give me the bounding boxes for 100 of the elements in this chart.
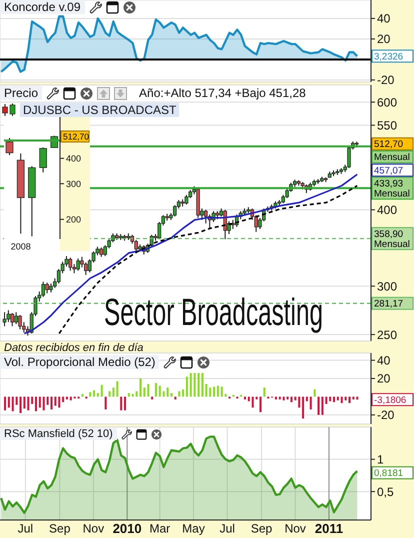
bar — [100, 384, 103, 397]
y-tick-label: 550 — [377, 118, 398, 132]
bar — [352, 396, 354, 400]
x-tick-label: May — [182, 522, 205, 536]
bar — [205, 384, 208, 397]
candlestick — [76, 258, 80, 272]
annotation: 512,70 — [374, 139, 404, 150]
bar — [8, 396, 10, 408]
candlestick — [10, 312, 14, 327]
candlestick — [100, 247, 104, 258]
ref-line-label: 281,17 — [374, 298, 404, 310]
bar — [58, 396, 60, 408]
bar — [70, 396, 72, 400]
bar — [143, 388, 146, 397]
x-tick-label: Mar — [149, 522, 170, 536]
bar — [302, 396, 304, 419]
annotation: 457,07 — [374, 165, 404, 176]
annotation: -3,1806 — [374, 394, 406, 406]
bar — [96, 393, 99, 397]
candlestick — [41, 281, 46, 298]
chart-title: Precio — [0, 86, 42, 100]
bar — [38, 396, 41, 408]
bar — [201, 373, 204, 397]
bar — [306, 396, 308, 402]
bar — [151, 396, 154, 400]
ref-line-label: 358,90 Mensual — [374, 228, 410, 250]
bar — [318, 396, 320, 415]
bar — [112, 388, 114, 397]
bar — [336, 396, 339, 400]
y-tick-label: 0,5 — [377, 484, 394, 499]
bar — [298, 396, 300, 408]
bar — [244, 396, 246, 400]
y-tick-label: 20 — [377, 32, 391, 46]
bar — [186, 376, 188, 397]
bar — [194, 373, 196, 397]
y-tick-label: 40 — [377, 12, 391, 26]
bar — [93, 390, 96, 397]
bar — [147, 384, 150, 397]
x-tick-label: Nov — [284, 522, 306, 536]
bar — [213, 386, 216, 397]
bar — [274, 396, 277, 400]
y-tick-label: 250 — [377, 328, 398, 342]
bar — [259, 396, 262, 412]
bar — [216, 386, 219, 397]
bar — [278, 396, 281, 400]
bar — [321, 396, 324, 415]
y-tick-label: 600 — [377, 95, 398, 110]
y-tick-label: 300 — [377, 279, 398, 294]
bar — [256, 396, 258, 400]
bar — [42, 396, 45, 410]
bar — [81, 394, 84, 397]
ref-line-label: Mensual — [374, 152, 410, 164]
candlestick — [134, 239, 138, 253]
bar — [178, 391, 180, 397]
annotation: Año:+Alto 517,34 +Bajo 451,28 — [139, 86, 306, 100]
annotation: Datos recibidos en fin de día — [4, 342, 144, 354]
candlestick — [14, 312, 18, 325]
y-tick-label: 1 — [377, 452, 384, 466]
x-tick-label: Sep — [250, 522, 273, 536]
x-tick-label: Sep — [49, 522, 71, 536]
chart-title: Vol. Proporcional Medio (52) — [0, 355, 160, 369]
y-tick-label: 20 — [377, 372, 391, 386]
candlestick — [45, 282, 49, 294]
annotation: 512,70 — [63, 131, 90, 142]
bar — [20, 396, 22, 414]
bar — [182, 389, 184, 397]
candlestick — [204, 209, 208, 224]
annotation: 0,8181 — [374, 468, 404, 479]
bar — [27, 396, 30, 410]
x-tick-label: Jul — [18, 522, 34, 536]
y-tick-label: 40 — [377, 353, 391, 368]
y-tick-label: -20 — [377, 408, 395, 422]
bar — [140, 378, 142, 397]
bar — [170, 393, 172, 397]
bar — [108, 391, 111, 397]
bar — [35, 396, 38, 412]
x-tick-label: 2008 — [10, 241, 31, 252]
bar — [220, 386, 223, 397]
bar — [166, 388, 169, 397]
candlestick — [18, 314, 22, 330]
bar — [356, 396, 358, 400]
bar — [198, 373, 200, 397]
annotation: Sector Broadcasting — [104, 292, 323, 334]
candlestick — [39, 146, 47, 173]
bar — [12, 396, 14, 412]
bar — [104, 396, 107, 410]
bar — [333, 396, 336, 402]
bar — [282, 396, 285, 400]
x-tick-label: 2010 — [112, 521, 142, 536]
y-tick-label: 400 — [66, 154, 82, 164]
bar — [66, 396, 68, 400]
bar — [340, 396, 343, 404]
candlestick — [6, 310, 10, 323]
bar — [310, 396, 312, 410]
bar — [329, 396, 332, 402]
y-tick-label: -20 — [377, 73, 395, 88]
candlestick — [184, 194, 188, 206]
bar — [209, 388, 212, 397]
chart-title: Koncorde v.09 — [0, 0, 84, 14]
bar — [290, 396, 292, 402]
